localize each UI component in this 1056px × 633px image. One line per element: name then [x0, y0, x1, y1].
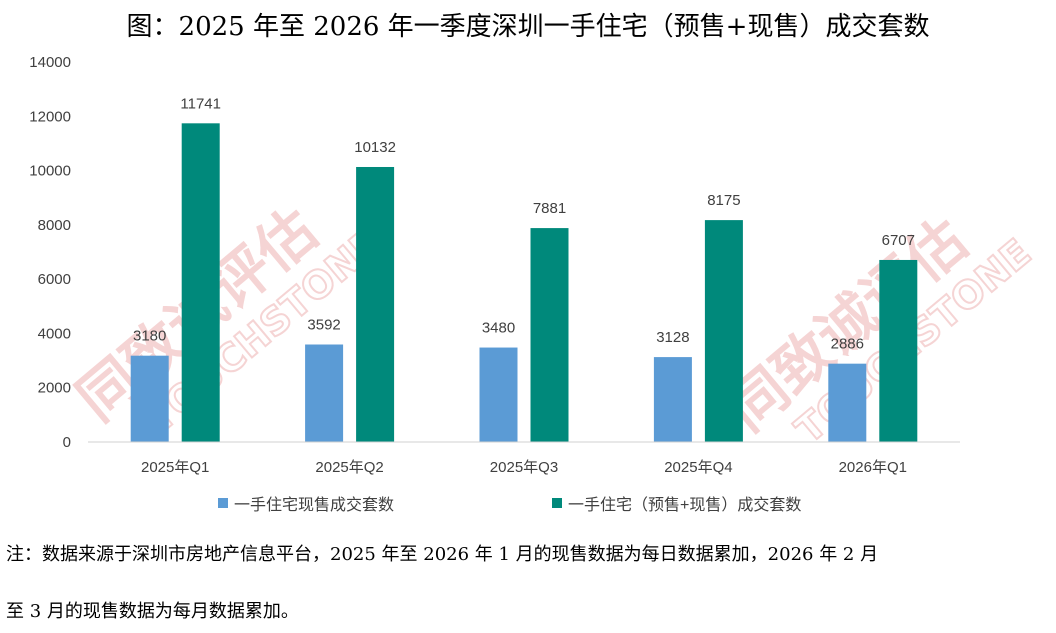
bar-spot: [305, 344, 344, 442]
bar-total: [530, 228, 569, 442]
footnote-line-2: 至 3 月的现售数据为每月数据累加。: [6, 601, 299, 622]
data-label: 2886: [831, 336, 864, 353]
data-label: 7881: [533, 200, 566, 217]
legend-label: 一手住宅（预售+现售）成交套数: [568, 496, 801, 514]
data-label: 6707: [882, 232, 915, 249]
bar-spot: [653, 357, 692, 442]
chart-title: 图：2025 年至 2026 年一季度深圳一手住宅（预售+现售）成交套数: [126, 12, 930, 42]
x-axis: 2025年Q1 2025年Q2 2025年Q3 2025年Q4 2026年Q1: [88, 441, 960, 476]
watermark: 同致诚评估TOUCHSTONE: [714, 205, 1040, 452]
x-tick-label: 2025年Q3: [490, 459, 558, 476]
bars-layer: 3180 11741 3592 10132 3480 7881 3128 8175 2886 67…: [130, 95, 918, 443]
y-tick-label: 4000: [38, 325, 71, 342]
legend: 一手住宅现售成交套数 一手住宅（预售+现售）成交套数: [218, 496, 801, 514]
x-tick-label: 2025年Q2: [315, 459, 383, 476]
footnote-line-1: 注：数据来源于深圳市房地产信息平台，2025 年至 2026 年 1 月的现售数…: [6, 544, 879, 565]
x-tick-label: 2025年Q4: [664, 459, 732, 476]
legend-swatch: [552, 498, 562, 508]
bar-total: [181, 123, 220, 443]
y-tick-label: 8000: [38, 217, 71, 234]
legend-label: 一手住宅现售成交套数: [234, 496, 394, 514]
bar-chart: 同致诚评估TOUCHSTONE同致诚评估TOUCHSTONE 020004000…: [29, 54, 1040, 514]
y-axis: 0 2000 4000 6000 8000 10000 12000 14000: [29, 54, 71, 451]
data-label: 3480: [482, 320, 515, 337]
x-tick-label: 2026年Q1: [839, 459, 907, 476]
data-label: 3592: [307, 317, 340, 334]
data-label: 11741: [180, 95, 221, 112]
bar-total: [356, 166, 395, 442]
bar-spot: [130, 355, 169, 442]
bar-spot: [479, 347, 518, 442]
data-label: 3128: [656, 329, 689, 346]
x-tick-label: 2025年Q1: [141, 459, 209, 476]
y-tick-label: 12000: [29, 108, 71, 125]
y-tick-label: 14000: [29, 54, 71, 71]
y-tick-label: 2000: [38, 380, 71, 397]
data-label: 3180: [133, 328, 166, 345]
legend-swatch: [218, 498, 228, 508]
bar-total: [879, 259, 918, 442]
data-label: 8175: [707, 192, 740, 209]
y-tick-label: 6000: [38, 271, 71, 288]
bar-spot: [828, 363, 867, 442]
data-label: 10132: [354, 139, 396, 156]
y-tick-label: 10000: [29, 163, 71, 180]
y-tick-label: 0: [63, 434, 71, 451]
bar-total: [704, 220, 743, 442]
